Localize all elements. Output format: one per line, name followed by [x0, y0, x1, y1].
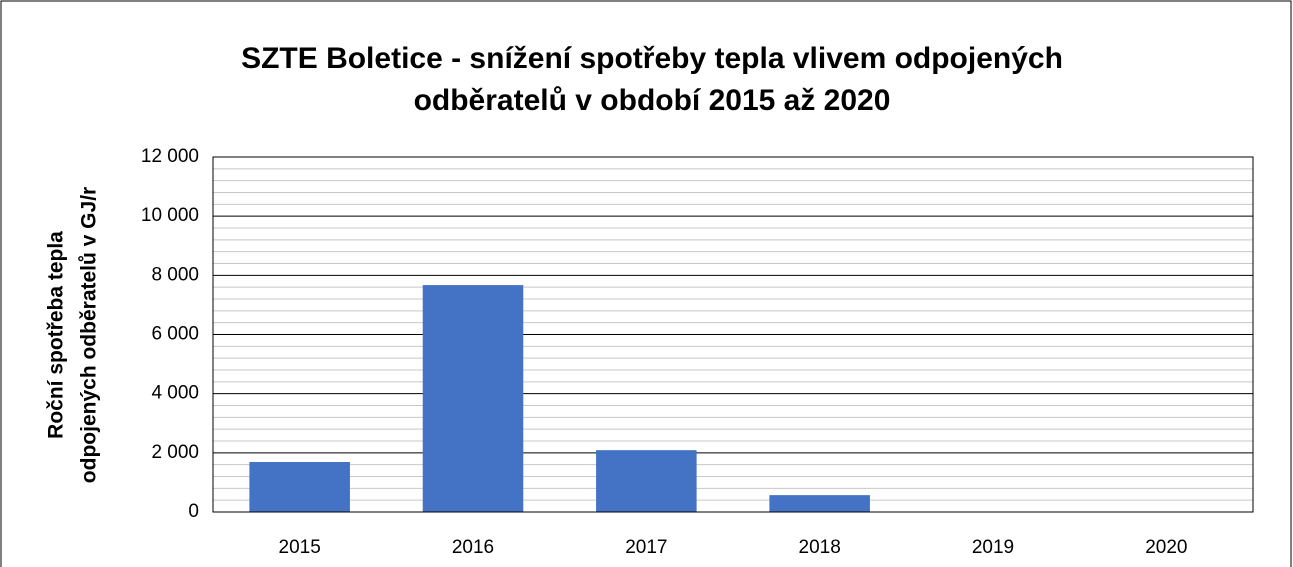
- y-axis-label: odpojených odběratelů v GJ/r: [78, 187, 101, 483]
- bar: [769, 495, 870, 512]
- x-tick-label: 2016: [452, 537, 494, 558]
- plot-frame: [212, 156, 1254, 513]
- y-axis-label: Roční spotřeba tepla: [45, 231, 68, 439]
- x-tick-label: 2018: [799, 537, 841, 558]
- y-tick-label: 10 000: [141, 205, 199, 226]
- y-tick-label: 4 000: [151, 383, 199, 404]
- y-tick-label: 8 000: [151, 264, 199, 285]
- y-tick-label: 2 000: [151, 442, 199, 463]
- x-tick-label: 2019: [972, 537, 1014, 558]
- x-tick-label: 2015: [279, 537, 321, 558]
- x-tick-label: 2017: [625, 537, 667, 558]
- bar: [596, 450, 697, 512]
- x-tick-label: 2020: [1145, 537, 1187, 558]
- y-tick-label: 12 000: [141, 146, 199, 167]
- y-tick-label: 6 000: [151, 324, 199, 345]
- y-tick-label: 0: [188, 501, 199, 522]
- chart-title: odběratelů v období 2015 až 2020: [414, 84, 891, 117]
- bar: [249, 462, 350, 512]
- bar: [422, 285, 524, 512]
- chart-title: SZTE Boletice - snížení spotřeby tepla v…: [241, 42, 1063, 75]
